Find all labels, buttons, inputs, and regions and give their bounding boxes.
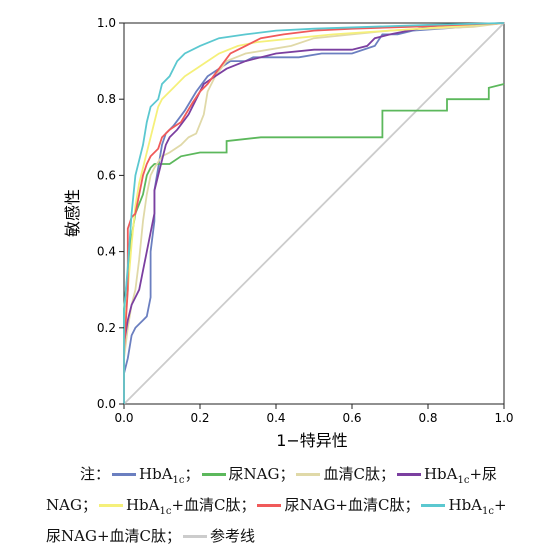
series-line: HbA1c — [123, 22, 505, 404]
roc-chart: 参考线HbA1c尿NAG血清C肽HbA1c+尿NAGHbA1c+血清C肽尿NAG… — [63, 16, 514, 450]
series-line: 尿NAG — [123, 83, 505, 404]
legend-swatch — [421, 503, 446, 507]
legend-item: HbA1c+血清C肽； — [97, 496, 256, 517]
legend-label: 尿NAG； — [228, 465, 295, 483]
legend-swatch — [201, 472, 226, 476]
series-layer: 参考线HbA1c尿NAG血清C肽HbA1c+尿NAGHbA1c+血清C肽尿NAG… — [123, 22, 505, 405]
legend-item: 尿NAG+血清C肽； — [46, 527, 181, 545]
y-tick-label: 0.6 — [97, 168, 116, 182]
legend-row: 注： HbA1c； 尿NAG； 血清C肽； HbA1c+尿 — [46, 462, 546, 493]
legend-swatch — [112, 472, 137, 476]
legend-label: 血清C肽； — [323, 465, 395, 483]
legend-prefix: 注： — [80, 465, 111, 483]
legend-swatch — [396, 472, 421, 476]
x-axis-label: 1−特异性 — [276, 431, 348, 450]
y-tick-label: 1.0 — [97, 16, 116, 30]
legend-swatch — [257, 503, 282, 507]
legend-item: 尿NAG+血清C肽； — [255, 496, 419, 514]
legend-swatch — [296, 472, 321, 476]
y-tick-label: 0.4 — [97, 245, 116, 259]
x-tick-label: 0.0 — [114, 411, 133, 425]
legend-label: NAG； — [46, 496, 97, 514]
legend-row: NAG； HbA1c+血清C肽； 尿NAG+血清C肽； HbA1c+ — [46, 493, 546, 524]
x-tick-label: 1.0 — [494, 411, 513, 425]
legend-swatch — [183, 534, 207, 538]
legend-item: 尿NAG； — [200, 465, 295, 483]
legend-item: 血清C肽； — [294, 465, 395, 483]
series-line: 参考线 — [123, 22, 505, 405]
x-tick-label: 0.8 — [418, 411, 437, 425]
legend-item: HbA1c+ — [419, 496, 507, 517]
legend-label: 尿NAG+血清C肽； — [46, 527, 181, 545]
series-line: HbA1c+尿NAG — [123, 22, 505, 404]
y-tick-label: 0.2 — [97, 321, 116, 335]
legend-label: HbA1c+尿 — [423, 465, 498, 486]
legend-item: HbA1c； — [110, 465, 200, 486]
legend-label: 参考线 — [210, 527, 256, 545]
legend-label: HbA1c+ — [448, 496, 507, 517]
y-axis-label: 敏感性 — [63, 189, 82, 237]
plot-frame — [123, 22, 505, 405]
legend-label: HbA1c； — [139, 465, 200, 486]
series-line: 血清C肽 — [123, 22, 505, 404]
legend-swatch — [98, 503, 123, 507]
x-tick-label: 0.2 — [190, 411, 209, 425]
y-tick-label: 0.0 — [97, 397, 116, 411]
y-tick-label: 0.8 — [97, 92, 116, 106]
legend-item: NAG； — [46, 496, 97, 514]
legend-item: HbA1c+尿 — [395, 465, 498, 486]
x-tick-label: 0.4 — [266, 411, 285, 425]
legend-label: 尿NAG+血清C肽； — [284, 496, 420, 514]
legend-item: 参考线 — [181, 527, 255, 545]
legend-row: 尿NAG+血清C肽； 参考线 — [46, 524, 546, 549]
chart-legend: 注： HbA1c； 尿NAG； 血清C肽； HbA1c+尿 NAG； HbA1c+血清C肽… — [46, 462, 546, 549]
legend-label: HbA1c+血清C肽； — [125, 496, 256, 517]
series-line: HbA1c+尿NAG+血清C肽 — [123, 22, 505, 404]
axis-layer: 0.0 0.2 0.4 0.6 0.8 1.0 0.0 0.2 0.4 0.6 0.8 1.0 — [97, 16, 514, 425]
x-tick-label: 0.6 — [342, 411, 361, 425]
series-line: HbA1c+血清C肽 — [123, 22, 505, 404]
